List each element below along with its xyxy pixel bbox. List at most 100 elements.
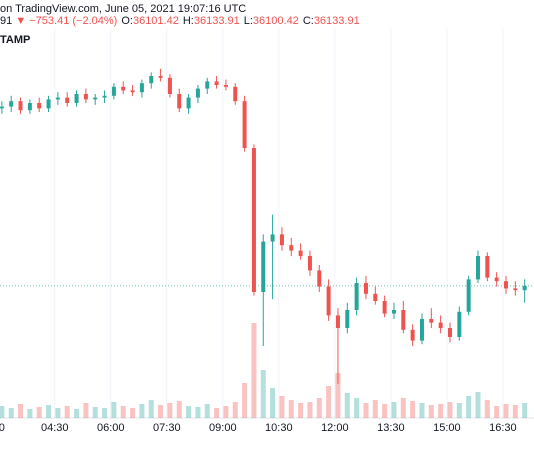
change: ▼ −753.41 (−2.04%): [15, 15, 117, 27]
candle-body: [522, 285, 527, 291]
candle-body: [9, 101, 14, 107]
ohlc-label: O:: [121, 15, 133, 27]
volume-bar: [438, 404, 444, 418]
exchange: TAMP: [0, 34, 30, 46]
x-tick-label: 15:00: [433, 422, 461, 434]
volume-bar: [260, 370, 266, 418]
candle-body: [261, 241, 266, 292]
volume-bar: [372, 400, 378, 418]
volume-bar: [139, 404, 145, 418]
volume-bar: [64, 406, 70, 418]
candle-body: [177, 94, 182, 109]
volume-bar: [36, 407, 42, 418]
ohlc-value: 36100.42: [253, 15, 299, 27]
volume-bar: [279, 396, 285, 418]
volume-bar: [214, 408, 220, 418]
volume-bar: [512, 405, 518, 418]
volume-bar: [83, 403, 89, 418]
volume-bar: [46, 405, 52, 418]
candle-body: [345, 310, 350, 328]
candle-body: [410, 329, 415, 341]
candle-body: [289, 245, 294, 251]
volume-bar: [456, 403, 462, 418]
volume-bar: [288, 400, 294, 418]
volume-bar: [316, 398, 322, 418]
x-tick-label: 10:30: [265, 422, 293, 434]
candle-body: [55, 97, 60, 100]
candle-body: [37, 103, 42, 109]
candle-body: [270, 234, 275, 242]
ohlc-line: 91 ▼ −753.41 (−2.04%) O:36101.42 H:36133.9…: [0, 15, 360, 27]
volume-bar: [204, 404, 210, 418]
candle-body: [74, 94, 79, 103]
candle-body: [419, 319, 424, 341]
candle-body: [354, 283, 359, 310]
ohlc-value: 36133.91: [194, 15, 240, 27]
volume-bar: [494, 406, 500, 418]
candle-body: [485, 256, 490, 278]
candle-body: [46, 99, 51, 109]
candle-body: [27, 103, 32, 111]
candle-body: [503, 281, 508, 289]
volume-bar: [363, 403, 369, 418]
candle-body: [494, 277, 499, 282]
candle-body: [447, 328, 452, 337]
volume-bar: [92, 407, 98, 418]
candle-body: [457, 311, 462, 337]
candle-body: [335, 315, 340, 328]
x-tick-label: 00: [0, 422, 5, 434]
volume-bar: [232, 402, 238, 418]
volume-bar: [176, 401, 182, 418]
volume-bar: [74, 409, 80, 418]
candle-body: [317, 270, 322, 287]
candle-body: [233, 86, 238, 102]
candle-body: [93, 97, 98, 100]
candle-body: [167, 77, 172, 94]
candle-body: [223, 85, 228, 87]
volume-bar: [484, 400, 490, 418]
volume-bar: [410, 401, 416, 418]
price-fragment: 91: [0, 15, 12, 27]
volume-bar: [466, 396, 472, 418]
candle-body: [429, 319, 434, 323]
volume-bar: [475, 392, 481, 418]
x-tick-label: 12:00: [321, 422, 349, 434]
candle-body: [475, 256, 480, 280]
volume-bar: [419, 403, 425, 418]
candle-body: [102, 95, 107, 98]
x-tick-label: 06:00: [97, 422, 125, 434]
volume-bar: [0, 406, 5, 418]
volume-bar: [120, 406, 126, 418]
x-tick-label: 07:30: [153, 422, 181, 434]
volume-bar: [447, 402, 453, 418]
ohlc-value: 36133.91: [314, 15, 360, 27]
volume-bar: [251, 323, 257, 418]
volume-bar: [503, 404, 509, 418]
candle-body: [214, 81, 219, 85]
candle-body: [111, 86, 116, 96]
candle-body: [307, 256, 312, 271]
volume-bar: [55, 408, 61, 418]
ohlc-value: 36101.42: [133, 15, 179, 27]
ohlc-label: C:: [303, 15, 314, 27]
volume-bar: [148, 400, 154, 418]
candle-body: [83, 94, 88, 100]
volume-bar: [130, 408, 136, 418]
ohlc-label: H:: [183, 15, 194, 27]
candle-body: [18, 101, 23, 111]
candle-body: [279, 234, 284, 246]
candle-body: [391, 310, 396, 314]
volume-bar: [428, 405, 434, 418]
candle-body: [195, 88, 200, 98]
candle-body: [382, 301, 387, 314]
volume-bar: [382, 404, 388, 418]
x-tick-label: 09:00: [209, 422, 237, 434]
volume-bar: [307, 402, 313, 418]
candle-body: [401, 310, 406, 330]
volume-bar: [400, 398, 406, 418]
volume-bar: [27, 409, 33, 418]
candle-body: [242, 101, 247, 148]
candle-body: [298, 250, 303, 256]
candle-body: [149, 76, 154, 84]
